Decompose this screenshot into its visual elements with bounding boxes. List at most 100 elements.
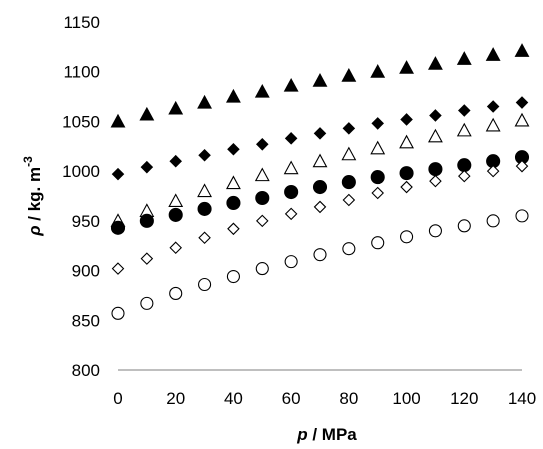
data-point-triangle-filled (139, 106, 155, 121)
data-point-diamond-filled (198, 148, 211, 162)
data-point-diamond-filled (515, 96, 529, 109)
data-point-triangle-open (428, 128, 443, 143)
data-point-diamond-filled (429, 109, 442, 122)
data-point-diamond-filled (169, 154, 182, 168)
y-tick-label: 1050 (62, 112, 100, 131)
data-point-triangle-open (226, 175, 241, 190)
data-point-diamond-open (140, 252, 154, 265)
data-point-triangle-filled (399, 60, 414, 74)
data-point-diamond-open (313, 200, 327, 214)
data-point-triangle-filled (226, 88, 241, 103)
data-point-circle-open (255, 262, 269, 276)
data-point-diamond-filled (458, 104, 471, 117)
data-point-diamond-open (169, 241, 182, 254)
x-axis-title: p / MPa (296, 425, 357, 444)
data-point-circle-open (284, 255, 298, 269)
data-point-circle-open (198, 277, 212, 292)
data-point-triangle-open (254, 167, 270, 182)
data-point-circle-filled (110, 220, 126, 235)
y-tick-label: 850 (72, 311, 100, 330)
data-points (110, 43, 530, 320)
data-point-diamond-open (284, 207, 298, 221)
data-point-circle-filled (312, 180, 328, 195)
y-tick-label: 1000 (62, 162, 100, 181)
data-point-circle-open (486, 214, 500, 228)
data-point-diamond-open (400, 180, 413, 194)
data-point-triangle-filled (514, 43, 530, 57)
data-point-diamond-open (429, 174, 442, 188)
data-point-circle-open (313, 248, 327, 262)
data-point-diamond-filled (140, 160, 154, 174)
data-point-circle-open (226, 269, 240, 284)
data-point-diamond-filled (256, 138, 269, 151)
data-point-circle-filled (284, 184, 299, 200)
data-point-triangle-open (197, 183, 212, 198)
y-axis-symbol: ρ (25, 225, 44, 236)
data-point-circle-open (400, 230, 414, 244)
data-point-triangle-open (168, 193, 184, 208)
data-point-triangle-filled (370, 64, 386, 78)
data-point-circle-open (342, 242, 356, 256)
x-tick-label: 40 (224, 389, 243, 408)
x-tick-label: 60 (282, 389, 301, 408)
data-point-diamond-filled (111, 167, 125, 181)
y-tick-label: 900 (72, 262, 100, 281)
data-point-circle-open (140, 296, 154, 310)
data-point-circle-filled (139, 213, 154, 228)
data-point-diamond-open (342, 193, 356, 207)
x-axis-symbol: p (296, 425, 307, 444)
y-tick-label: 1150 (63, 13, 100, 32)
data-point-diamond-filled (371, 117, 384, 130)
data-point-triangle-open (312, 153, 328, 168)
data-point-triangle-open (456, 122, 472, 137)
data-point-triangle-open (399, 134, 414, 149)
data-point-triangle-filled (428, 56, 443, 70)
data-point-circle-open (457, 219, 471, 233)
data-point-diamond-open (227, 222, 240, 236)
data-point-diamond-open (515, 159, 529, 173)
data-point-circle-filled (399, 166, 414, 181)
data-point-circle-open (111, 306, 125, 320)
data-point-triangle-filled (485, 47, 501, 61)
data-point-circle-open (169, 286, 183, 300)
tick-labels: 800 850 900 950 1000 1050 1100 1150 0 20 40 60 80 100… (62, 13, 536, 408)
data-point-triangle-open (485, 117, 501, 132)
x-tick-label: 80 (339, 389, 358, 408)
data-point-diamond-open (486, 164, 500, 178)
x-tick-label: 120 (450, 389, 478, 408)
x-tick-label: 100 (392, 389, 420, 408)
data-point-triangle-filled (197, 94, 212, 109)
data-point-triangle-filled (168, 100, 184, 115)
data-point-triangle-open (341, 146, 357, 161)
data-point-circle-filled (168, 207, 183, 222)
data-point-diamond-open (198, 231, 211, 245)
data-point-diamond-filled (313, 127, 327, 140)
data-point-diamond-filled (400, 113, 413, 126)
data-point-triangle-filled (283, 77, 299, 92)
data-point-triangle-filled (312, 73, 328, 87)
x-tick-label: 0 (113, 389, 122, 408)
data-point-circle-filled (370, 170, 385, 185)
y-tick-label: 1100 (63, 63, 100, 82)
data-point-triangle-open (283, 160, 299, 175)
data-point-diamond-open (111, 262, 125, 275)
y-axis-title: ρ / kg. m-3 (21, 156, 44, 237)
data-point-circle-filled (197, 201, 212, 216)
data-point-triangle-filled (456, 51, 472, 65)
y-axis-label-superscript: -3 (21, 156, 35, 167)
x-tick-label: 140 (508, 389, 536, 408)
data-point-circle-open (371, 236, 385, 250)
data-point-diamond-filled (342, 122, 356, 135)
data-point-triangle-filled (110, 113, 126, 128)
data-point-circle-filled (226, 195, 241, 211)
data-point-diamond-filled (486, 100, 500, 113)
data-point-circle-open (428, 224, 442, 238)
data-point-circle-filled (428, 162, 443, 177)
data-point-triangle-open (514, 112, 530, 127)
data-point-triangle-filled (254, 83, 270, 98)
y-axis-label-text: / kg. m (25, 167, 44, 226)
x-axis-label-text: / MPa (308, 425, 358, 444)
data-point-circle-filled (255, 190, 270, 206)
